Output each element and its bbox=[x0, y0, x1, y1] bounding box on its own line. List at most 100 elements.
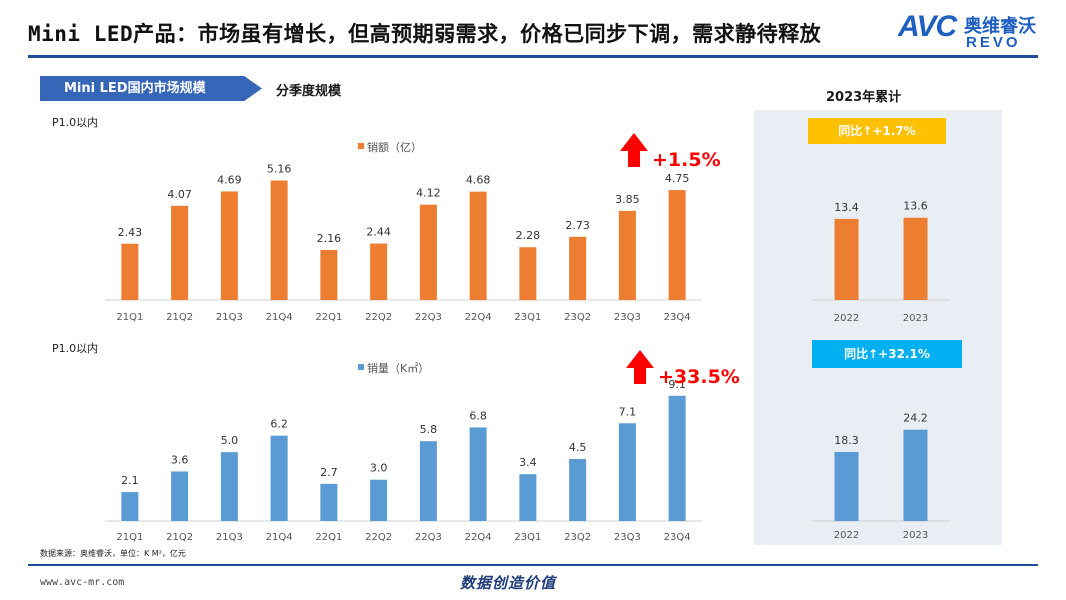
cum-value-bar-2023 bbox=[903, 217, 928, 300]
brand-logo: AVC 奥维睿沃 REVO bbox=[898, 10, 1048, 52]
cum-value-yoy-badge-label: 同比↑+1.7% bbox=[838, 123, 915, 138]
sales-volume-tick-22Q2: 22Q2 bbox=[365, 532, 392, 543]
sales-volume-tick-21Q2: 21Q2 bbox=[166, 532, 193, 543]
sales-value-data-label-22Q4: 4.68 bbox=[466, 174, 491, 187]
sales-volume-tick-23Q2: 23Q2 bbox=[564, 532, 591, 543]
sales-value-data-label-21Q3: 4.69 bbox=[217, 173, 242, 186]
sales-volume-tick-21Q3: 21Q3 bbox=[216, 532, 243, 543]
sales-value-tick-23Q4: 23Q4 bbox=[664, 312, 691, 323]
sales-volume-growth-annotation: +33.5% bbox=[658, 366, 740, 388]
sales-value-data-label-22Q3: 4.12 bbox=[416, 187, 441, 200]
cum-value-bar-2022 bbox=[834, 218, 859, 300]
logo-avc-text: AVC bbox=[898, 10, 957, 43]
sales-volume-tick-21Q1: 21Q1 bbox=[116, 532, 143, 543]
sales-value-tick-23Q3: 23Q3 bbox=[614, 312, 641, 323]
sales-volume-bar-22Q3 bbox=[419, 441, 437, 521]
footer-slogan: 数据创造价值 bbox=[460, 574, 557, 592]
cum-value-data-label-2022: 13.4 bbox=[834, 201, 859, 214]
sales-volume-data-label-21Q2: 3.6 bbox=[171, 453, 189, 466]
sales-volume-data-label-21Q3: 5.0 bbox=[221, 434, 239, 447]
sales-value-data-label-22Q1: 2.16 bbox=[317, 232, 342, 245]
website-link[interactable]: www.avc-mr.com bbox=[40, 577, 125, 588]
sales-value-data-label-22Q2: 2.44 bbox=[366, 226, 391, 239]
sales-value-up-arrow-icon bbox=[620, 133, 648, 167]
cumulative-title: 2023年累计 bbox=[826, 90, 902, 105]
sales-volume-data-label-23Q2: 4.5 bbox=[569, 441, 587, 454]
sales-value-tick-22Q1: 22Q1 bbox=[315, 312, 342, 323]
sales-volume-tick-22Q1: 22Q1 bbox=[315, 532, 342, 543]
sales-value-bar-22Q2 bbox=[370, 243, 388, 300]
sales-volume-tick-21Q4: 21Q4 bbox=[266, 532, 293, 543]
sales-volume-tick-22Q3: 22Q3 bbox=[415, 532, 442, 543]
sales-volume-bar-22Q2 bbox=[370, 479, 388, 521]
sales-volume-bar-21Q4 bbox=[270, 435, 288, 521]
sales-value-bar-22Q4 bbox=[469, 191, 487, 300]
sales-value-chart-title: P1.0以内 bbox=[52, 115, 98, 129]
cumulative-panel bbox=[754, 110, 1002, 545]
sales-volume-bar-21Q1 bbox=[121, 492, 139, 521]
sales-volume-tick-22Q4: 22Q4 bbox=[465, 532, 492, 543]
sales-value-data-label-23Q2: 2.73 bbox=[565, 219, 590, 232]
sales-value-tick-22Q3: 22Q3 bbox=[415, 312, 442, 323]
sales-volume-bar-23Q4 bbox=[668, 395, 686, 521]
cum-value-tick-2023: 2023 bbox=[903, 313, 928, 324]
sales-value-tick-21Q1: 21Q1 bbox=[116, 312, 143, 323]
sales-volume-legend-label: 销量（K㎡） bbox=[367, 361, 429, 375]
sales-volume-bar-22Q4 bbox=[469, 427, 487, 521]
sales-value-data-label-21Q4: 5.16 bbox=[267, 163, 292, 176]
sales-volume-data-label-22Q2: 3.0 bbox=[370, 462, 388, 475]
sales-value-tick-21Q3: 21Q3 bbox=[216, 312, 243, 323]
cum-volume-yoy-badge bbox=[812, 340, 962, 368]
sales-value-tick-23Q2: 23Q2 bbox=[564, 312, 591, 323]
sales-value-data-label-21Q1: 2.43 bbox=[118, 226, 143, 239]
sales-value-growth-annotation: +1.5% bbox=[652, 149, 721, 171]
cum-volume-yoy-badge-label: 同比↑+32.1% bbox=[844, 346, 930, 361]
cum-volume-bar-2022 bbox=[834, 451, 859, 521]
sales-value-bar-23Q4 bbox=[668, 190, 686, 300]
cum-volume-tick-2022: 2022 bbox=[834, 530, 859, 541]
footer-divider bbox=[28, 564, 1038, 566]
cum-value-data-label-2023: 13.6 bbox=[903, 200, 928, 213]
sales-volume-data-label-22Q1: 2.7 bbox=[320, 466, 338, 479]
sales-volume-chart-title: P1.0以内 bbox=[52, 341, 98, 355]
sales-value-bar-21Q1 bbox=[121, 243, 139, 300]
sales-volume-data-label-21Q4: 6.2 bbox=[270, 418, 288, 431]
sales-value-bar-23Q1 bbox=[519, 247, 537, 300]
sales-value-bar-23Q3 bbox=[618, 210, 636, 300]
sales-value-bar-22Q1 bbox=[320, 250, 338, 300]
sales-volume-tick-23Q4: 23Q4 bbox=[664, 532, 691, 543]
sales-value-data-label-21Q2: 4.07 bbox=[167, 188, 192, 201]
sales-value-bar-21Q3 bbox=[220, 191, 238, 300]
source-note: 数据来源：奥维睿沃，单位：K M²，亿元 bbox=[40, 549, 186, 558]
sales-volume-data-label-23Q4: 9.1 bbox=[668, 378, 686, 391]
sales-value-legend-swatch bbox=[358, 143, 364, 149]
cum-volume-tick-2023: 2023 bbox=[903, 530, 928, 541]
sales-value-tick-21Q2: 21Q2 bbox=[166, 312, 193, 323]
section-subtitle: 分季度规模 bbox=[276, 84, 342, 99]
sales-volume-bar-22Q1 bbox=[320, 483, 338, 521]
cum-volume-bar-2023 bbox=[903, 429, 928, 521]
sales-volume-legend-swatch bbox=[358, 364, 364, 370]
sales-volume-bar-23Q1 bbox=[519, 474, 537, 521]
page-title: Mini LED产品：市场虽有增长，但高预期弱需求，价格已同步下调，需求静待释放 bbox=[28, 22, 822, 46]
sales-volume-bar-21Q3 bbox=[220, 452, 238, 521]
sales-volume-data-label-22Q3: 5.8 bbox=[420, 423, 438, 436]
sales-value-tick-22Q4: 22Q4 bbox=[465, 312, 492, 323]
cum-volume-data-label-2022: 18.3 bbox=[834, 434, 859, 447]
sales-volume-bar-23Q2 bbox=[569, 459, 587, 521]
sales-volume-tick-23Q3: 23Q3 bbox=[614, 532, 641, 543]
sales-volume-up-arrow-icon bbox=[626, 350, 654, 384]
sales-value-legend-label: 销额（亿） bbox=[367, 140, 422, 154]
sales-value-bar-23Q2 bbox=[569, 236, 587, 300]
cum-volume-data-label-2023: 24.2 bbox=[903, 412, 928, 425]
section-tab: Mini LED国内市场规模 bbox=[40, 76, 262, 101]
sales-value-tick-22Q2: 22Q2 bbox=[365, 312, 392, 323]
sales-volume-data-label-21Q1: 2.1 bbox=[121, 474, 139, 487]
cum-value-yoy-badge bbox=[808, 118, 946, 144]
sales-value-tick-21Q4: 21Q4 bbox=[266, 312, 293, 323]
sales-value-bar-21Q4 bbox=[270, 180, 288, 300]
sales-value-data-label-23Q3: 3.85 bbox=[615, 193, 640, 206]
sales-value-tick-23Q1: 23Q1 bbox=[514, 312, 541, 323]
sales-volume-data-label-23Q1: 3.4 bbox=[519, 456, 537, 469]
